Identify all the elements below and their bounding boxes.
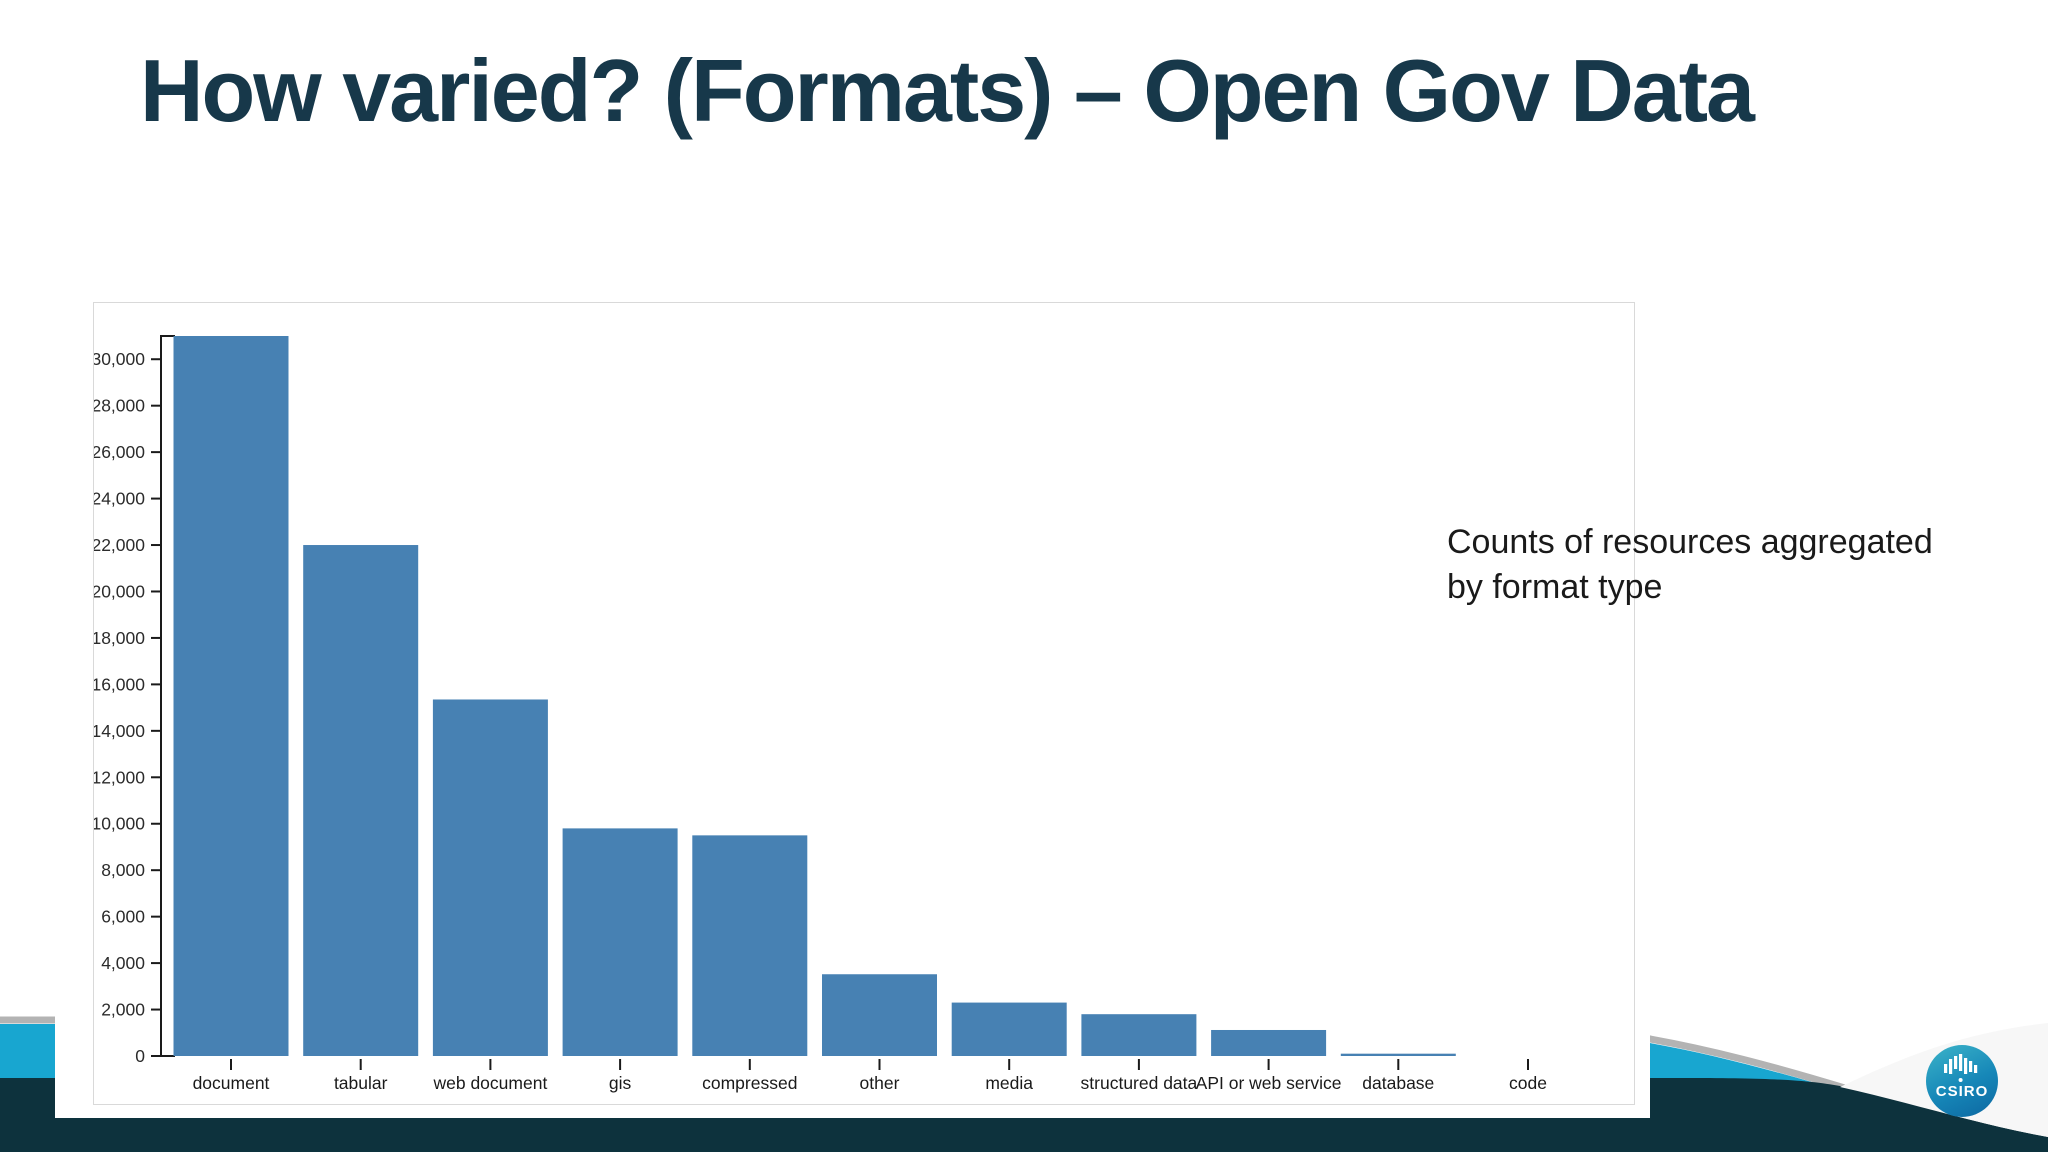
x-tick-label: structured data [1081,1073,1198,1093]
x-tick-label: web document [432,1073,547,1093]
x-tick-label: database [1362,1073,1434,1093]
bar-structured-data [1081,1014,1197,1056]
bar-media [951,1002,1067,1056]
bar-gis [562,828,678,1056]
y-tick-label: 0 [135,1046,145,1066]
y-tick-label: 28,000 [94,396,145,416]
bar-chart-canvas: 0 2,000 4,000 6,000 8,000 10,000 12,000 14,000 1… [94,335,1547,1093]
bar-tabular [303,545,419,1056]
y-tick-label: 8,000 [101,860,145,880]
x-tick-label: compressed [702,1073,797,1093]
bar-chart: 0 2,000 4,000 6,000 8,000 10,000 12,000 14,000 1… [93,302,1635,1105]
chart-panel: 0 2,000 4,000 6,000 8,000 10,000 12,000 14,000 1… [55,288,1650,1118]
y-tick-label: 22,000 [94,535,145,555]
y-tick-label: 10,000 [94,814,145,834]
x-tick-label: gis [609,1073,632,1093]
bar-other [822,974,937,1056]
logo-dot [1958,1078,1963,1082]
x-tick-label: API or web service [1196,1073,1342,1093]
y-axis-spine [160,335,175,1057]
bar-document [173,336,289,1056]
bar-web-document [432,699,548,1056]
csiro-logo: CSIRO [1926,1045,1998,1117]
y-tick-label: 4,000 [101,953,145,973]
bar-compressed [692,835,808,1056]
y-tick-label: 2,000 [101,1000,145,1020]
y-tick-label: 6,000 [101,907,145,927]
bar-API-or-web-service [1211,1029,1327,1056]
y-tick-label: 18,000 [94,628,145,648]
x-tick-label: code [1509,1073,1547,1093]
x-tick-label: media [985,1073,1033,1093]
y-tick-label: 30,000 [94,349,145,369]
y-tick-label: 26,000 [94,442,145,462]
csiro-brandmark-icon [1944,1054,1978,1082]
y-tick-label: 20,000 [94,581,145,601]
y-tick-label: 24,000 [94,489,145,509]
x-tick-label: other [860,1073,900,1093]
y-tick-label: 12,000 [94,767,145,787]
chart-annotation: Counts of resources aggregated by format… [1447,523,1933,606]
slide-title: How varied? (Formats) – Open Gov Data [140,41,1755,140]
csiro-logo-text: CSIRO [1935,1083,1989,1100]
x-tick-label: tabular [334,1073,388,1093]
x-tick-label: document [193,1073,270,1093]
y-tick-label: 16,000 [94,674,145,694]
bar-database [1340,1053,1456,1056]
y-tick-label: 14,000 [94,721,145,741]
